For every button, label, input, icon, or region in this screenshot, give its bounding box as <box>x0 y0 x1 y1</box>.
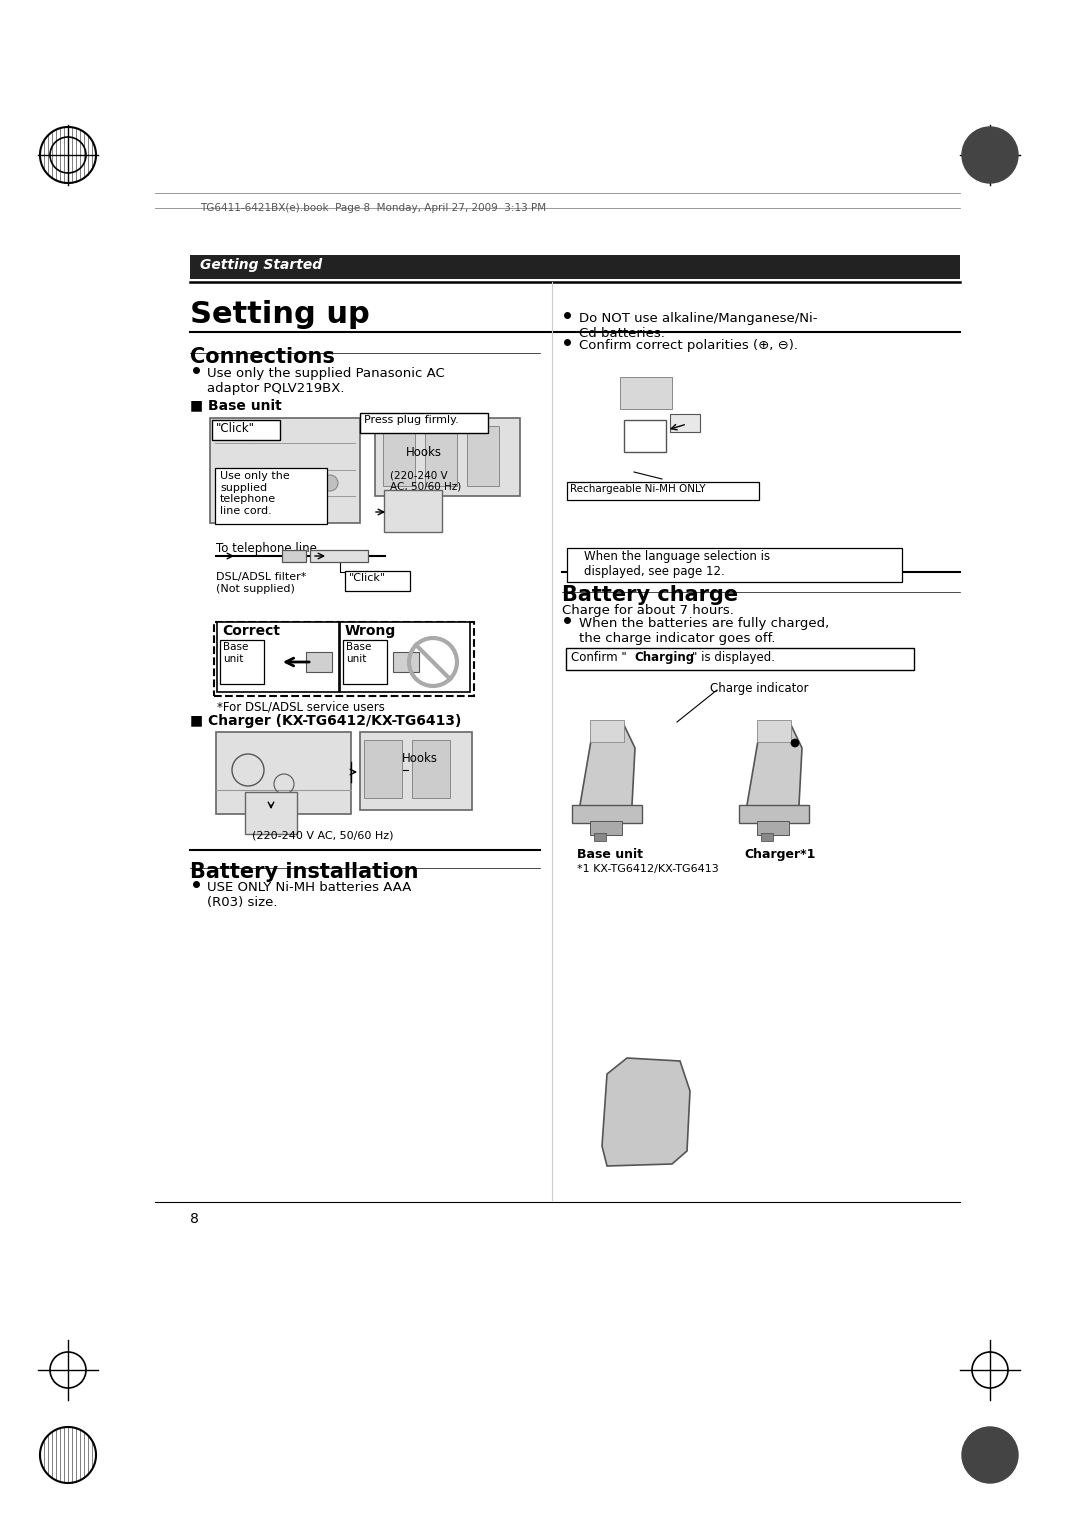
Text: Charging: Charging <box>634 651 694 665</box>
Text: Connections: Connections <box>190 347 335 367</box>
Text: Confirm ": Confirm " <box>571 651 626 665</box>
Text: Correct: Correct <box>222 623 280 639</box>
Bar <box>567 549 902 582</box>
Bar <box>566 648 914 669</box>
Bar <box>567 481 759 500</box>
Text: Confirm correct polarities (⊕, ⊖).: Confirm correct polarities (⊕, ⊖). <box>579 339 798 351</box>
Text: Base unit: Base unit <box>577 848 643 860</box>
Circle shape <box>962 1427 1018 1484</box>
Circle shape <box>232 475 248 490</box>
Bar <box>590 720 624 743</box>
Bar <box>426 426 457 486</box>
Text: When the language selection is
displayed, see page 12.: When the language selection is displayed… <box>584 550 770 578</box>
Bar <box>245 792 297 834</box>
Bar <box>670 414 700 432</box>
Text: Charge for about 7 hours.: Charge for about 7 hours. <box>562 604 734 617</box>
Bar <box>594 833 606 840</box>
Text: Charge indicator: Charge indicator <box>710 681 809 695</box>
Bar <box>467 426 499 486</box>
Text: Charger*1: Charger*1 <box>744 848 815 860</box>
Bar <box>310 550 368 562</box>
Text: When the batteries are fully charged,
the charge indicator goes off.: When the batteries are fully charged, th… <box>579 617 829 645</box>
Text: Hooks: Hooks <box>402 752 438 766</box>
Bar <box>624 420 666 452</box>
Text: "Click": "Click" <box>216 422 255 435</box>
Bar <box>282 550 306 562</box>
Text: Base
unit: Base unit <box>222 642 248 663</box>
Text: Do NOT use alkaline/Manganese/Ni-
Cd batteries.: Do NOT use alkaline/Manganese/Ni- Cd bat… <box>579 312 818 341</box>
Text: ■ Charger (KX-TG6412/KX-TG6413): ■ Charger (KX-TG6412/KX-TG6413) <box>190 714 461 727</box>
Polygon shape <box>602 1057 690 1166</box>
Text: Use only the
supplied
telephone
line cord.: Use only the supplied telephone line cor… <box>220 471 289 516</box>
Bar <box>620 377 672 410</box>
Text: 8: 8 <box>190 1212 199 1225</box>
Bar <box>340 622 470 692</box>
Bar <box>306 652 332 672</box>
Bar <box>375 419 519 497</box>
Text: Battery charge: Battery charge <box>562 585 738 605</box>
Polygon shape <box>747 723 802 824</box>
Text: USE ONLY Ni-MH batteries AAA
(R03) size.: USE ONLY Ni-MH batteries AAA (R03) size. <box>207 882 411 909</box>
Circle shape <box>322 475 338 490</box>
Bar <box>214 622 474 695</box>
Text: Wrong: Wrong <box>345 623 396 639</box>
Bar <box>217 622 339 692</box>
Bar <box>215 468 327 524</box>
Bar <box>383 426 415 486</box>
Text: Use only the supplied Panasonic AC
adaptor PQLV219BX.: Use only the supplied Panasonic AC adapt… <box>207 367 445 396</box>
Text: " is displayed.: " is displayed. <box>692 651 775 665</box>
Bar <box>739 805 809 824</box>
Bar <box>393 652 419 672</box>
Text: Getting Started: Getting Started <box>200 258 322 272</box>
Bar <box>343 640 387 685</box>
Bar <box>345 571 410 591</box>
Text: To telephone line: To telephone line <box>216 542 316 555</box>
Bar <box>364 740 402 798</box>
Text: (220-240 V
AC, 50/60 Hz): (220-240 V AC, 50/60 Hz) <box>390 471 461 492</box>
Circle shape <box>292 475 308 490</box>
Bar <box>360 413 488 432</box>
Bar <box>360 732 472 810</box>
Text: Hooks: Hooks <box>406 446 442 458</box>
Text: Battery installation: Battery installation <box>190 862 419 882</box>
Text: DSL/ADSL filter*
(Not supplied): DSL/ADSL filter* (Not supplied) <box>216 571 307 593</box>
Bar <box>216 732 351 814</box>
Text: Press plug firmly.: Press plug firmly. <box>364 416 459 425</box>
Text: TG6411-6421BX(e).book  Page 8  Monday, April 27, 2009  3:13 PM: TG6411-6421BX(e).book Page 8 Monday, Apr… <box>200 203 546 212</box>
Bar <box>590 821 622 834</box>
Circle shape <box>791 740 799 747</box>
Bar <box>411 740 450 798</box>
Bar <box>220 640 264 685</box>
Text: *For DSL/ADSL service users: *For DSL/ADSL service users <box>217 700 384 714</box>
Text: Setting up: Setting up <box>190 299 369 329</box>
Bar <box>190 255 960 280</box>
Text: "Click": "Click" <box>349 573 387 584</box>
Text: ■ Base unit: ■ Base unit <box>190 397 282 413</box>
Bar <box>761 833 773 840</box>
Polygon shape <box>580 723 635 824</box>
Bar <box>757 720 791 743</box>
Bar <box>572 805 642 824</box>
Circle shape <box>962 127 1018 183</box>
Bar <box>757 821 789 834</box>
Text: (220-240 V AC, 50/60 Hz): (220-240 V AC, 50/60 Hz) <box>252 830 393 840</box>
Bar <box>212 420 280 440</box>
Text: *1 KX-TG6412/KX-TG6413: *1 KX-TG6412/KX-TG6413 <box>577 863 719 874</box>
Text: Base
unit: Base unit <box>346 642 372 663</box>
Text: Rechargeable Ni-MH ONLY: Rechargeable Ni-MH ONLY <box>570 484 705 494</box>
Circle shape <box>262 475 278 490</box>
Bar <box>384 490 442 532</box>
Bar <box>210 419 360 523</box>
